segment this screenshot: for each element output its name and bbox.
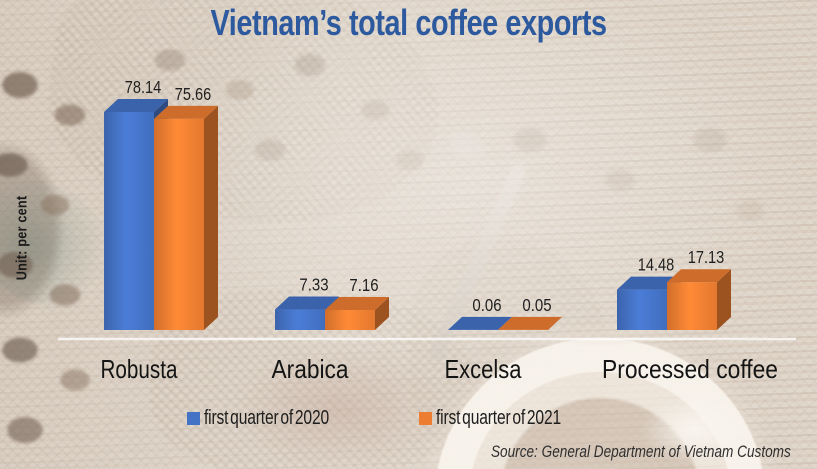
source-note: Source: General Department of Vietnam Cu… (491, 442, 791, 461)
value-label: 0.05 (522, 295, 551, 315)
legend-swatch-icon (419, 411, 432, 425)
bar-excelsa-first-quarter-of-2021 (498, 316, 562, 330)
legend-label: first quarter of 2021 (436, 406, 561, 429)
legend-swatch-icon (187, 411, 200, 425)
category-label-processed-coffee: Processed coffee (602, 354, 778, 384)
value-label: 7.16 (349, 275, 378, 295)
legend-label: first quarter of 2020 (204, 406, 329, 429)
value-label: 7.33 (299, 275, 328, 295)
value-label: 14.48 (638, 255, 675, 275)
value-label: 17.13 (688, 247, 725, 267)
bar-arabica-first-quarter-of-2021 (325, 297, 389, 330)
legend-item-first-quarter-of-2021: first quarter of 2021 (419, 404, 596, 432)
category-label-arabica: Arabica (272, 354, 349, 384)
bar-robusta-first-quarter-of-2021 (154, 105, 218, 330)
legend-item-first-quarter-of-2020: first quarter of 2020 (187, 404, 364, 432)
category-label-excelsa: Excelsa (445, 354, 522, 384)
value-label: 0.06 (472, 295, 501, 315)
value-label: 75.66 (175, 84, 212, 104)
legend: first quarter of 2020 first quarter of 20… (0, 404, 817, 432)
chart-title: Vietnam’s total coffee exports (0, 2, 817, 44)
value-label: 78.14 (125, 77, 162, 97)
category-label-robusta: Robusta (101, 354, 178, 384)
chart-title-text: Vietnam’s total coffee exports (210, 2, 607, 43)
bar-processed-coffee-first-quarter-of-2021 (667, 269, 731, 330)
